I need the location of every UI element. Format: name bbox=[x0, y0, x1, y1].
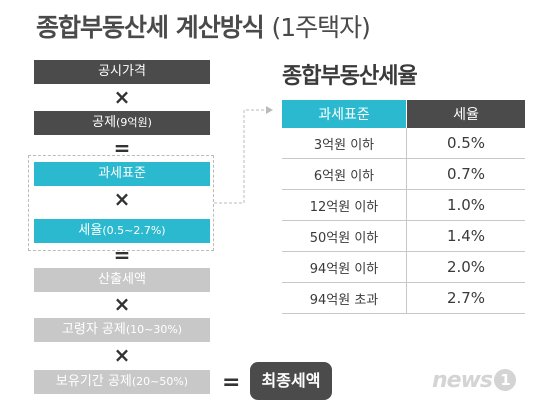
rate-box: 세율(0.5~2.7%) bbox=[34, 219, 210, 243]
title-main: 종합부동산세 계산방식 bbox=[36, 13, 265, 42]
elderly-deduction-box: 고령자 공제(10~30%) bbox=[34, 318, 210, 342]
page-title: 종합부동산세 계산방식 (1주택자) bbox=[36, 8, 371, 44]
table-row: 12억원 이하 1.0% bbox=[282, 189, 525, 221]
rate-note: (0.5~2.7%) bbox=[102, 224, 166, 237]
news1-logo: news 1 bbox=[432, 368, 517, 393]
row-rate: 0.7% bbox=[406, 158, 525, 190]
table-row: 3억원 이하 0.5% bbox=[282, 128, 525, 159]
rate-table: 과세표준 세율 3억원 이하 0.5% 6억원 이하 0.7% 12억원 이하 … bbox=[282, 100, 525, 314]
rate-table-title: 종합부동산세율 bbox=[282, 64, 418, 89]
table-row: 94억원 초과 2.7% bbox=[282, 282, 525, 314]
calculated-tax-box: 산출세액 bbox=[34, 268, 210, 292]
holding-deduction-note: (20~50%) bbox=[131, 375, 189, 388]
price-box: 공시가격 bbox=[34, 60, 210, 84]
equals-operator: = bbox=[222, 370, 241, 395]
logo-mark: 1 bbox=[494, 369, 517, 391]
final-tax-box: 최종세액 bbox=[250, 362, 332, 400]
title-sub: (1주택자) bbox=[271, 13, 370, 42]
table-row: 6억원 이하 0.7% bbox=[282, 158, 525, 190]
row-tax-base: 50억원 이하 bbox=[282, 220, 407, 252]
deduction-note: (9억원) bbox=[116, 116, 152, 129]
rate-label: 세율 bbox=[78, 223, 103, 238]
table-row: 94억원 이하 2.0% bbox=[282, 251, 525, 283]
deduction-label: 공제 bbox=[92, 115, 117, 130]
price-label: 공시가격 bbox=[98, 64, 146, 79]
multiply-operator: × bbox=[113, 343, 131, 367]
multiply-operator: × bbox=[113, 292, 131, 316]
row-tax-base: 6억원 이하 bbox=[282, 158, 407, 190]
logo-text: news bbox=[432, 368, 493, 393]
equals-operator: = bbox=[113, 136, 131, 160]
row-tax-base: 94억원 초과 bbox=[282, 282, 407, 314]
multiply-operator: × bbox=[113, 187, 131, 211]
row-rate: 1.4% bbox=[406, 220, 525, 252]
tax-base-box: 과세표준 bbox=[34, 162, 210, 186]
rate-table-header: 과세표준 세율 bbox=[282, 100, 525, 128]
row-rate: 2.7% bbox=[406, 282, 525, 314]
final-tax-label: 최종세액 bbox=[261, 371, 321, 390]
elderly-deduction-note: (10~30%) bbox=[125, 323, 183, 336]
elderly-deduction-label: 고령자 공제 bbox=[61, 322, 126, 337]
row-rate: 0.5% bbox=[406, 128, 525, 159]
header-tax-base: 과세표준 bbox=[282, 100, 407, 128]
row-tax-base: 94억원 이하 bbox=[282, 251, 407, 283]
table-row: 50억원 이하 1.4% bbox=[282, 220, 525, 252]
arrow-head-icon bbox=[266, 106, 273, 114]
header-rate: 세율 bbox=[406, 100, 525, 128]
row-rate: 1.0% bbox=[406, 189, 525, 221]
deduction-box: 공제(9억원) bbox=[34, 111, 210, 135]
holding-deduction-box: 보유기간 공제(20~50%) bbox=[34, 370, 210, 394]
multiply-operator: × bbox=[113, 85, 131, 109]
row-tax-base: 3억원 이하 bbox=[282, 128, 407, 159]
tax-base-dashed-group bbox=[28, 155, 214, 251]
tax-base-label: 과세표준 bbox=[98, 166, 146, 181]
holding-deduction-label: 보유기간 공제 bbox=[55, 374, 132, 389]
equals-operator: = bbox=[113, 243, 131, 267]
calculated-tax-label: 산출세액 bbox=[98, 272, 146, 287]
row-tax-base: 12억원 이하 bbox=[282, 189, 407, 221]
connector-line bbox=[214, 109, 266, 204]
row-rate: 2.0% bbox=[406, 251, 525, 283]
